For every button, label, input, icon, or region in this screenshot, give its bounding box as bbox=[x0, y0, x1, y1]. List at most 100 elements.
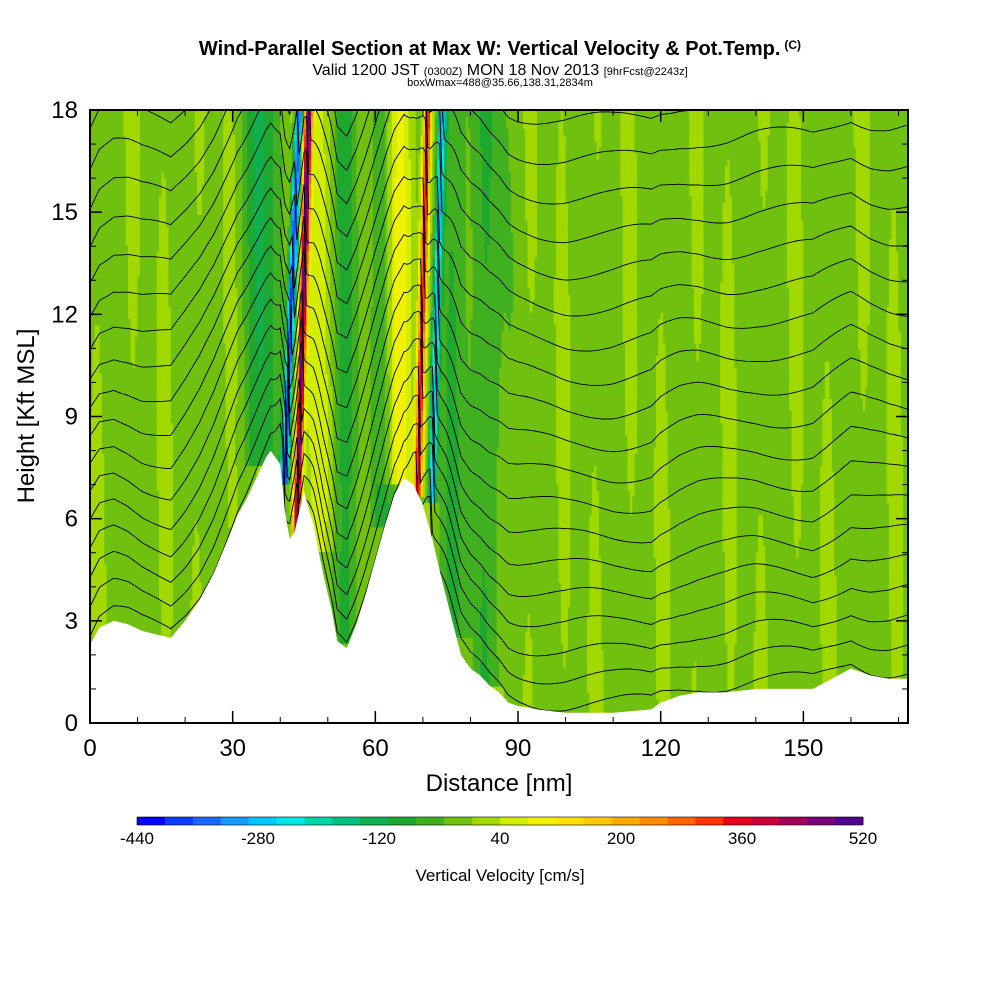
velocity-cell bbox=[97, 575, 101, 583]
velocity-cell bbox=[163, 159, 167, 166]
velocity-cell bbox=[151, 428, 155, 436]
velocity-cell bbox=[101, 361, 105, 369]
copyright-mark: (C) bbox=[784, 38, 801, 52]
velocity-cell bbox=[106, 159, 110, 166]
velocity-cell bbox=[142, 244, 146, 252]
velocity-cell bbox=[94, 434, 98, 442]
velocity-cell bbox=[92, 551, 96, 559]
velocity-cell bbox=[128, 300, 132, 307]
velocity-cell bbox=[168, 428, 172, 436]
velocity-cell bbox=[142, 563, 146, 571]
velocity-cell bbox=[147, 349, 151, 356]
velocity-cell bbox=[123, 539, 127, 546]
velocity-cell bbox=[142, 318, 146, 326]
velocity-cell bbox=[94, 269, 98, 277]
velocity-cell bbox=[104, 287, 108, 295]
velocity-cell bbox=[132, 373, 136, 381]
velocity-cell bbox=[142, 459, 146, 467]
velocity-cell bbox=[161, 250, 165, 258]
velocity-cell bbox=[163, 532, 167, 540]
velocity-cell bbox=[118, 244, 122, 252]
velocity-cell bbox=[92, 422, 96, 430]
velocity-cell bbox=[106, 250, 110, 258]
velocity-cell bbox=[168, 600, 172, 608]
velocity-cell bbox=[161, 624, 165, 632]
velocity-cell bbox=[137, 410, 141, 418]
velocity-cell bbox=[116, 214, 120, 221]
velocity-cell bbox=[130, 575, 134, 583]
velocity-cell bbox=[142, 324, 146, 332]
velocity-cell bbox=[168, 232, 172, 240]
velocity-cell bbox=[149, 410, 153, 418]
velocity-cell bbox=[128, 269, 132, 277]
velocity-cell bbox=[104, 165, 108, 172]
velocity-cell bbox=[118, 428, 122, 436]
velocity-cell bbox=[92, 214, 96, 221]
velocity-cell bbox=[149, 201, 153, 209]
velocity-cell bbox=[166, 631, 170, 638]
velocity-cell bbox=[106, 422, 110, 430]
velocity-cell bbox=[154, 318, 158, 326]
velocity-cell bbox=[158, 422, 162, 430]
velocity-cell bbox=[168, 569, 172, 577]
velocity-cell bbox=[92, 459, 96, 467]
velocity-cell bbox=[166, 318, 170, 326]
velocity-cell bbox=[92, 471, 96, 479]
velocity-cell bbox=[125, 336, 129, 344]
velocity-cell bbox=[151, 600, 155, 608]
velocity-cell bbox=[151, 116, 155, 123]
velocity-cell bbox=[168, 422, 172, 430]
velocity-cell bbox=[109, 361, 112, 369]
velocity-cell bbox=[94, 594, 98, 601]
velocity-cell bbox=[147, 312, 151, 320]
velocity-cell bbox=[147, 471, 151, 479]
velocity-cell bbox=[151, 177, 155, 185]
velocity-cell bbox=[132, 569, 136, 577]
velocity-cell bbox=[97, 355, 101, 362]
chart-title: Wind-Parallel Section at Max W: Vertical… bbox=[0, 38, 1000, 61]
velocity-cell bbox=[132, 140, 136, 148]
velocity-cell bbox=[147, 146, 151, 154]
velocity-cell bbox=[97, 275, 101, 283]
velocity-cell bbox=[104, 575, 108, 583]
velocity-cell bbox=[123, 281, 127, 289]
velocity-cell bbox=[161, 416, 165, 424]
velocity-cell bbox=[142, 281, 146, 289]
velocity-cell bbox=[123, 416, 127, 424]
velocity-cell bbox=[158, 214, 162, 221]
velocity-cell bbox=[120, 569, 124, 577]
velocity-cell bbox=[130, 490, 134, 497]
velocity-cell bbox=[111, 263, 115, 270]
velocity-cell bbox=[158, 483, 162, 491]
velocity-cell bbox=[161, 557, 165, 565]
velocity-cell bbox=[113, 575, 117, 583]
velocity-cell bbox=[101, 324, 105, 332]
velocity-cell bbox=[166, 441, 170, 448]
velocity-cell bbox=[137, 453, 141, 461]
velocity-cell bbox=[130, 140, 134, 148]
velocity-cell bbox=[158, 195, 162, 203]
velocity-cell bbox=[116, 398, 120, 405]
velocity-cell bbox=[118, 300, 122, 307]
velocity-cell bbox=[123, 171, 127, 179]
velocity-cell bbox=[128, 391, 132, 399]
velocity-cell bbox=[132, 483, 136, 491]
velocity-cell bbox=[116, 177, 120, 185]
velocity-cell bbox=[111, 312, 115, 320]
velocity-cell bbox=[90, 165, 93, 172]
velocity-cell bbox=[135, 306, 139, 313]
velocity-cell bbox=[99, 367, 103, 375]
velocity-cell bbox=[168, 545, 172, 552]
velocity-cell bbox=[135, 140, 139, 148]
velocity-cell bbox=[147, 618, 151, 626]
velocity-cell bbox=[132, 496, 136, 503]
velocity-cell bbox=[99, 459, 103, 467]
velocity-cell bbox=[142, 477, 146, 485]
velocity-cell bbox=[163, 367, 167, 375]
velocity-cell bbox=[166, 453, 170, 461]
velocity-cell bbox=[144, 557, 148, 565]
velocity-cell bbox=[137, 140, 141, 148]
velocity-cell bbox=[163, 594, 167, 601]
velocity-cell bbox=[158, 275, 162, 283]
velocity-cell bbox=[149, 465, 153, 473]
